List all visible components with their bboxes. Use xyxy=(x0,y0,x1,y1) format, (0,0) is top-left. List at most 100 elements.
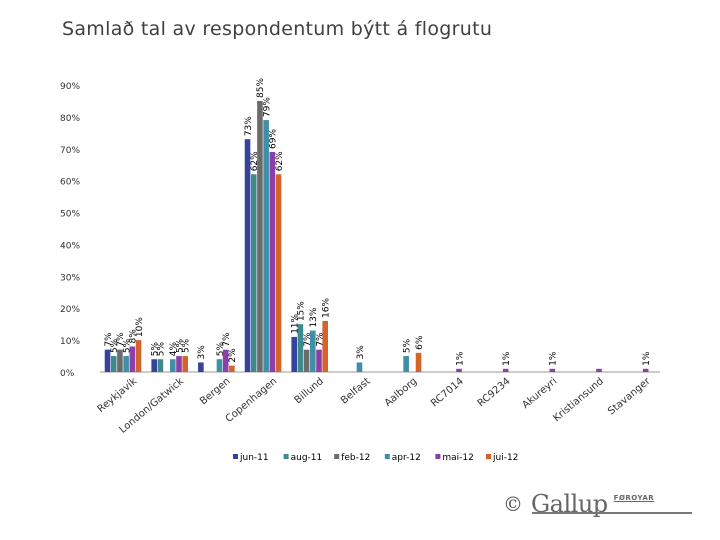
data-label: 1% xyxy=(549,351,559,366)
bar-mai-12 xyxy=(502,368,509,372)
data-label: 3% xyxy=(197,345,207,360)
bar-apr-12 xyxy=(403,356,409,372)
bar-aug-11 xyxy=(297,324,304,372)
category-label: Copenhagen xyxy=(224,376,280,425)
data-label: 13% xyxy=(309,307,319,327)
data-label: 5% xyxy=(157,342,167,357)
bar-feb-12 xyxy=(257,100,263,372)
data-label: 79% xyxy=(262,97,272,117)
y-tick-label: 50% xyxy=(60,210,80,220)
data-label: 6% xyxy=(415,335,425,350)
bar-mai-12 xyxy=(176,356,182,372)
data-label: 5% xyxy=(216,342,226,357)
legend-swatch-aug-11 xyxy=(283,454,289,459)
data-label: 11% xyxy=(291,313,301,333)
bar-mai-12 xyxy=(222,349,229,372)
y-tick-label: 0% xyxy=(60,369,75,379)
bar-jun-11 xyxy=(198,362,204,372)
bar-feb-12 xyxy=(303,349,310,372)
bar-jui-12 xyxy=(415,352,422,372)
legend-swatch-feb-12 xyxy=(334,454,340,459)
data-label: 85% xyxy=(256,77,266,97)
data-label: 5% xyxy=(151,342,161,357)
bar-jun-11 xyxy=(244,139,251,372)
bar-mai-12 xyxy=(549,368,556,372)
legend-label: apr-12 xyxy=(392,453,421,463)
data-label: 7% xyxy=(116,332,126,347)
logo-subtitle: FØROYAR xyxy=(613,494,655,502)
copyright-symbol: © xyxy=(503,492,523,516)
bar-apr-12 xyxy=(356,362,363,372)
category-label: RC9234 xyxy=(476,376,513,409)
data-label: 5% xyxy=(402,338,412,353)
bar-jui-12 xyxy=(229,365,235,372)
data-label: 10% xyxy=(135,317,145,337)
bar-mai-12 xyxy=(456,368,462,372)
data-label: 8% xyxy=(129,329,139,344)
data-label: 4% xyxy=(169,342,179,357)
bar-aug-11 xyxy=(110,356,117,372)
y-tick-label: 20% xyxy=(60,305,80,315)
bar-apr-12 xyxy=(216,359,223,372)
legend-label: mai-12 xyxy=(442,453,473,463)
legend-label: feb-12 xyxy=(341,453,370,463)
y-tick-label: 70% xyxy=(60,146,80,156)
y-tick-label: 80% xyxy=(60,114,80,124)
y-tick-label: 10% xyxy=(60,337,80,347)
bar-mai-12 xyxy=(269,151,276,372)
category-label: Aalborg xyxy=(383,376,420,409)
legend-swatch-mai-12 xyxy=(435,454,441,459)
legend-label: jui-12 xyxy=(492,453,518,463)
bar-mai-12 xyxy=(129,346,136,372)
bar-jui-12 xyxy=(135,340,142,372)
bar-jui-12 xyxy=(182,356,188,372)
data-label: 2% xyxy=(228,348,238,363)
bar-jui-12 xyxy=(275,174,282,372)
bar-apr-12 xyxy=(123,356,129,372)
data-label: 5% xyxy=(122,338,132,353)
data-label: 16% xyxy=(322,298,332,318)
legend-label: jun-11 xyxy=(239,453,269,463)
data-label: 1% xyxy=(642,351,652,366)
logo-underline xyxy=(532,512,692,514)
data-label: 15% xyxy=(297,301,307,321)
y-tick-label: 30% xyxy=(60,273,80,283)
y-tick-label: 60% xyxy=(60,178,80,188)
chart-title: Samlað tal av respondentum býtt á flogru… xyxy=(62,18,493,40)
bar-mai-12 xyxy=(316,349,322,372)
category-label: Reykjavík xyxy=(95,375,139,415)
category-label: Billund xyxy=(293,376,326,406)
data-label: 62% xyxy=(250,151,260,171)
legend-swatch-apr-12 xyxy=(384,454,390,459)
data-label: 73% xyxy=(244,116,254,136)
data-label: 7% xyxy=(222,332,232,347)
bar-aug-11 xyxy=(250,174,257,372)
bar-mai-12 xyxy=(642,368,649,372)
bar-jui-12 xyxy=(322,320,328,372)
data-label: 3% xyxy=(356,345,366,360)
bar-jun-11 xyxy=(291,336,297,372)
data-label: 62% xyxy=(275,151,285,171)
data-label: 7% xyxy=(104,332,114,347)
legend-label: aug-11 xyxy=(291,453,323,463)
data-label: 7% xyxy=(303,332,313,347)
data-label: 7% xyxy=(315,332,325,347)
bar-aug-11 xyxy=(157,359,164,372)
bar-jun-11 xyxy=(151,359,157,372)
bar-feb-12 xyxy=(117,349,123,372)
bar-jun-11 xyxy=(104,349,111,372)
data-label: 1% xyxy=(502,351,512,366)
data-label: 69% xyxy=(269,129,279,149)
bar-apr-12 xyxy=(170,359,176,372)
category-label: Kristiansund xyxy=(551,376,606,424)
category-label: Belfast xyxy=(339,376,373,407)
y-tick-label: 90% xyxy=(60,82,80,92)
y-tick-label: 40% xyxy=(60,241,80,251)
category-label: Akureyri xyxy=(520,376,559,411)
data-label: 5% xyxy=(182,338,192,353)
data-label: 1% xyxy=(455,351,465,366)
bar-apr-12 xyxy=(263,120,269,372)
data-label: 5% xyxy=(175,338,185,353)
bar-apr-12 xyxy=(310,330,316,372)
legend-swatch-jui-12 xyxy=(486,454,491,459)
